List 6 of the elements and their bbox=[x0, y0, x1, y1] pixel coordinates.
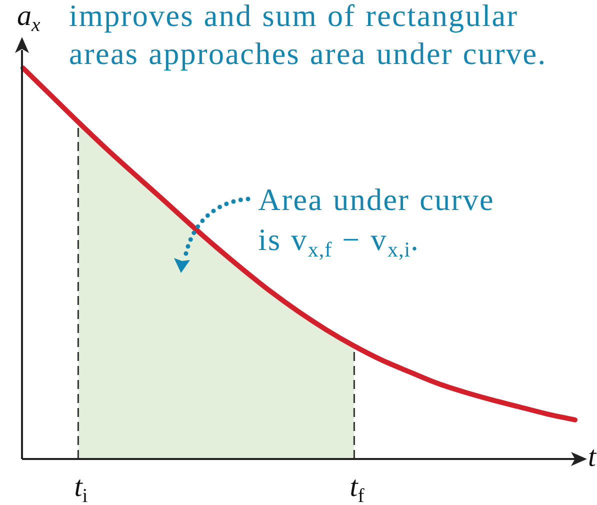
annotation: Area under curve is v$_{x,f}$ − v$_{x,i}$. bbox=[258, 181, 496, 262]
y-axis-title: a$_{x}$ bbox=[17, 0, 40, 36]
x-axis-title: t bbox=[588, 441, 596, 473]
chart-title: improves and sum of rectangular areas approaches area under curve. bbox=[69, 0, 548, 73]
x-tick-label: t$_{i}$ bbox=[74, 471, 88, 505]
x-tick-label: t$_{f}$ bbox=[350, 471, 364, 505]
